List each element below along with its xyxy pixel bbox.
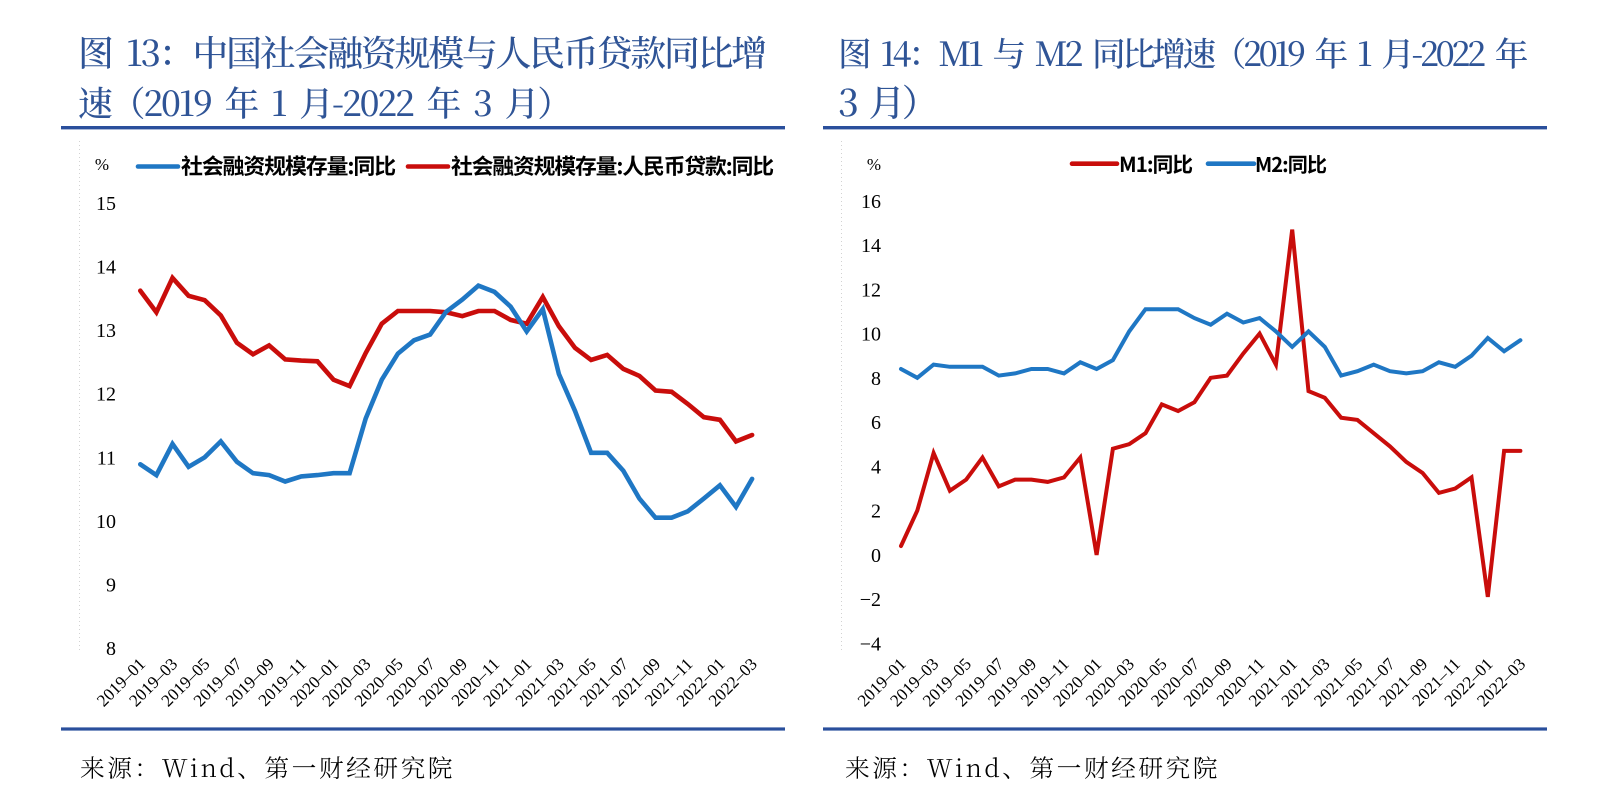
svg-text:9: 9 <box>106 575 116 597</box>
svg-text:16: 16 <box>861 191 881 213</box>
svg-text:%: % <box>867 155 881 174</box>
svg-text:8: 8 <box>871 368 881 390</box>
svg-text:11: 11 <box>97 447 116 469</box>
svg-text:−2: −2 <box>860 589 881 611</box>
svg-text:8: 8 <box>106 638 116 660</box>
svg-text:2: 2 <box>871 501 881 523</box>
svg-text:13: 13 <box>96 320 116 342</box>
svg-text:12: 12 <box>861 279 881 301</box>
svg-text:12: 12 <box>96 384 116 406</box>
svg-text:4: 4 <box>871 456 881 478</box>
svg-text:10: 10 <box>96 511 116 533</box>
svg-text:14: 14 <box>861 235 881 257</box>
svg-text:10: 10 <box>861 324 881 346</box>
svg-text:14: 14 <box>96 257 116 279</box>
svg-text:6: 6 <box>871 412 881 434</box>
svg-text:0: 0 <box>871 545 881 567</box>
svg-text:−4: −4 <box>860 633 881 655</box>
svg-text:%: % <box>95 155 109 174</box>
svg-text:15: 15 <box>96 193 116 215</box>
